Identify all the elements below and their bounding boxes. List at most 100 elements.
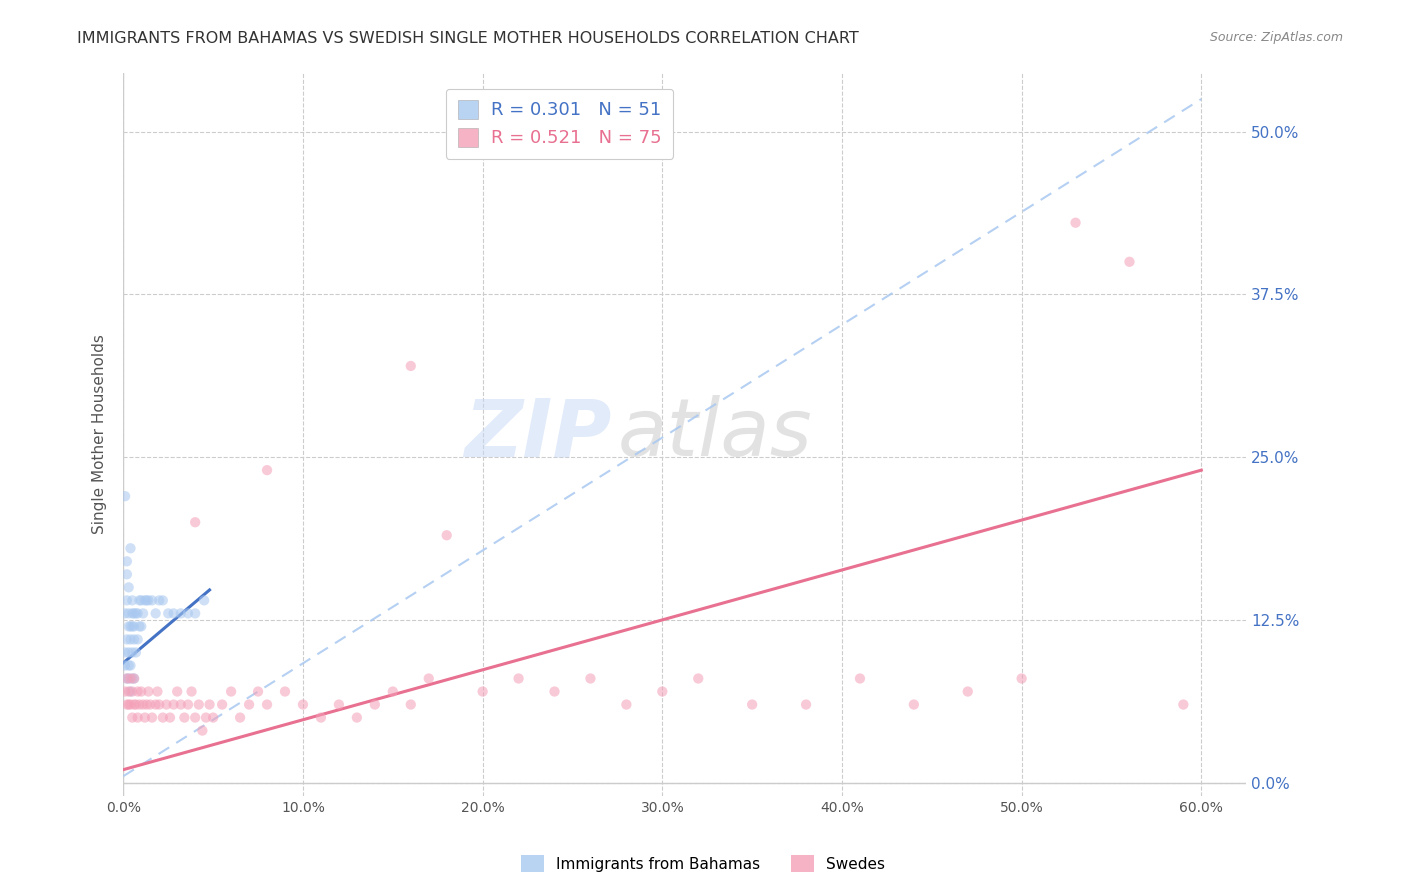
Point	[134, 593, 156, 607]
Point	[436, 528, 458, 542]
Point	[120, 698, 142, 712]
Point	[198, 698, 221, 712]
Point	[128, 698, 150, 712]
Point	[115, 672, 138, 686]
Point	[291, 698, 314, 712]
Point	[120, 541, 142, 556]
Point	[159, 710, 181, 724]
Point	[543, 684, 565, 698]
Point	[274, 684, 297, 698]
Point	[177, 607, 200, 621]
Point	[328, 698, 350, 712]
Point	[120, 619, 142, 633]
Point	[139, 698, 162, 712]
Point	[155, 698, 177, 712]
Point	[115, 698, 138, 712]
Point	[184, 515, 207, 529]
Point	[118, 698, 141, 712]
Point	[145, 698, 167, 712]
Point	[132, 698, 155, 712]
Point	[129, 619, 152, 633]
Point	[118, 580, 141, 594]
Point	[1173, 698, 1195, 712]
Point	[1118, 254, 1140, 268]
Point	[346, 710, 368, 724]
Point	[364, 698, 387, 712]
Y-axis label: Single Mother Households: Single Mother Households	[93, 334, 107, 534]
Text: Source: ZipAtlas.com: Source: ZipAtlas.com	[1209, 31, 1343, 45]
Point	[616, 698, 638, 712]
Point	[121, 619, 143, 633]
Point	[170, 698, 193, 712]
Point	[120, 672, 142, 686]
Point	[508, 672, 530, 686]
Point	[122, 632, 145, 647]
Point	[157, 607, 180, 621]
Point	[202, 710, 225, 724]
Point	[794, 698, 817, 712]
Point	[114, 489, 136, 503]
Point	[122, 607, 145, 621]
Point	[141, 593, 163, 607]
Point	[125, 645, 148, 659]
Point	[399, 698, 422, 712]
Point	[138, 593, 160, 607]
Legend: R = 0.301   N = 51, R = 0.521   N = 75: R = 0.301 N = 51, R = 0.521 N = 75	[446, 88, 673, 159]
Point	[152, 593, 174, 607]
Point	[170, 607, 193, 621]
Point	[114, 607, 136, 621]
Text: ZIP: ZIP	[464, 395, 612, 474]
Point	[166, 684, 188, 698]
Point	[191, 723, 214, 738]
Point	[127, 684, 149, 698]
Point	[129, 593, 152, 607]
Point	[121, 645, 143, 659]
Point	[122, 698, 145, 712]
Point	[418, 672, 440, 686]
Point	[120, 684, 142, 698]
Text: IMMIGRANTS FROM BAHAMAS VS SWEDISH SINGLE MOTHER HOUSEHOLDS CORRELATION CHART: IMMIGRANTS FROM BAHAMAS VS SWEDISH SINGL…	[77, 31, 859, 46]
Point	[471, 684, 494, 698]
Point	[238, 698, 260, 712]
Point	[741, 698, 763, 712]
Point	[114, 645, 136, 659]
Point	[211, 698, 233, 712]
Point	[309, 710, 332, 724]
Point	[162, 698, 184, 712]
Point	[125, 607, 148, 621]
Point	[193, 593, 215, 607]
Point	[118, 619, 141, 633]
Point	[121, 710, 143, 724]
Point	[849, 672, 872, 686]
Point	[194, 710, 217, 724]
Point	[122, 672, 145, 686]
Point	[115, 672, 138, 686]
Point	[121, 593, 143, 607]
Text: atlas: atlas	[617, 395, 813, 474]
Point	[381, 684, 404, 698]
Legend: Immigrants from Bahamas, Swedes: Immigrants from Bahamas, Swedes	[513, 847, 893, 880]
Point	[125, 698, 148, 712]
Point	[688, 672, 710, 686]
Point	[399, 359, 422, 373]
Point	[184, 607, 207, 621]
Point	[132, 607, 155, 621]
Point	[121, 684, 143, 698]
Point	[219, 684, 242, 698]
Point	[121, 607, 143, 621]
Point	[128, 593, 150, 607]
Point	[118, 672, 141, 686]
Point	[127, 607, 149, 621]
Point	[120, 632, 142, 647]
Point	[146, 684, 169, 698]
Point	[115, 632, 138, 647]
Point	[118, 684, 141, 698]
Point	[127, 632, 149, 647]
Point	[180, 684, 202, 698]
Point	[138, 684, 160, 698]
Point	[115, 554, 138, 568]
Point	[118, 658, 141, 673]
Point	[247, 684, 270, 698]
Point	[1011, 672, 1033, 686]
Point	[120, 658, 142, 673]
